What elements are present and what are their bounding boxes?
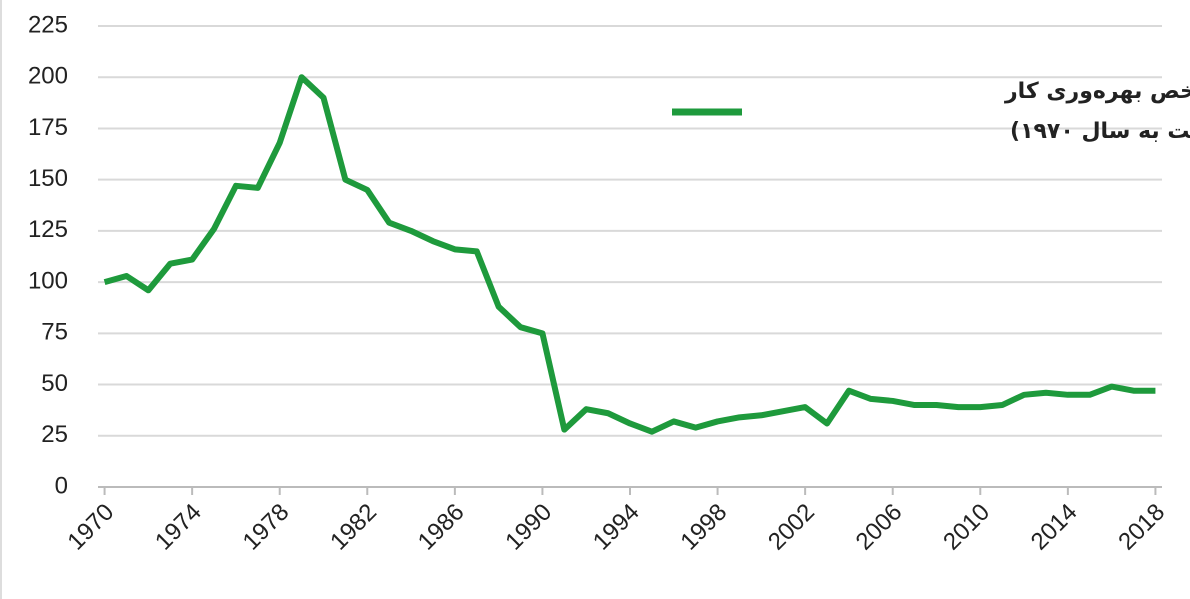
y-tick-label: 225 [28,11,68,38]
y-tick-label: 150 [28,165,68,192]
legend-label: شاخص بهره‌وری کار [1004,79,1190,104]
x-tick-label: 2002 [763,499,820,556]
x-tick-label: 1974 [150,499,207,556]
x-tick-label: 2018 [1113,499,1170,556]
y-tick-label: 50 [41,370,68,397]
line [103,74,1156,435]
x-tick-label: 1978 [238,499,295,556]
y-tick-label: 25 [41,421,68,448]
x-tick-label: 2014 [1026,499,1083,556]
y-tick-label: 75 [41,319,68,346]
legend-note: (نسبت به سال ۱۹۷۰) [1010,119,1190,144]
x-tick-label: 2006 [851,499,908,556]
x-tick-label: 1982 [325,499,382,556]
x-tick-label: 1990 [500,499,557,556]
y-tick-label: 175 [28,114,68,141]
x-tick-label: 1998 [675,499,732,556]
x-tick-label: 1986 [413,499,470,556]
x-tick-label: 2010 [938,499,995,556]
y-tick-label: 200 [28,63,68,90]
y-tick-label: 0 [55,472,68,499]
y-tick-label: 125 [28,216,68,243]
x-tick-label: 1994 [588,499,645,556]
x-tick-label: 1970 [62,499,119,556]
y-tick-label: 100 [28,267,68,294]
